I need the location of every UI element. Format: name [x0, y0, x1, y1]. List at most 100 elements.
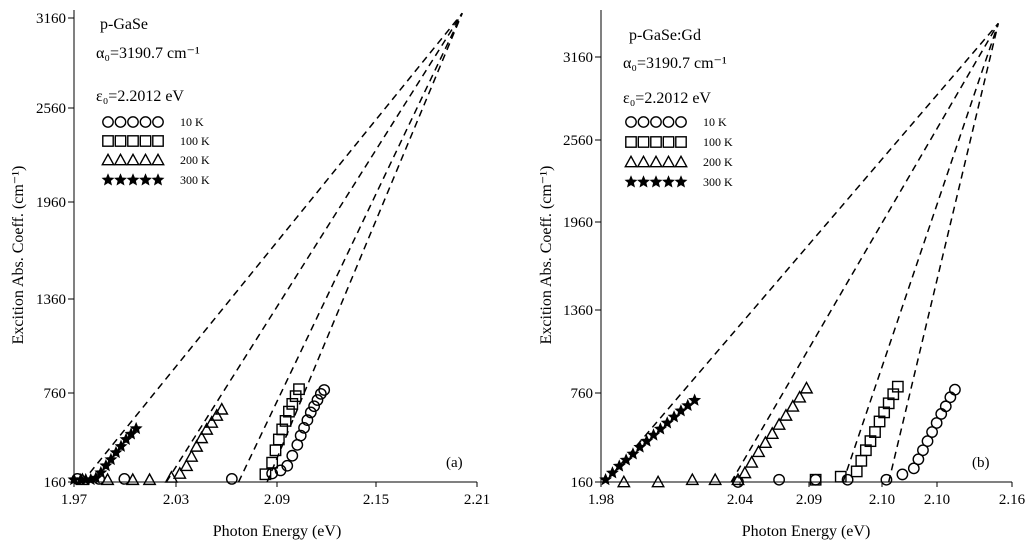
- data-point-triangle: [785, 399, 800, 412]
- fit-line-300k: [604, 22, 999, 483]
- data-point-circle: [298, 421, 310, 434]
- panel-b-x-label: Photon Energy (eV): [742, 523, 871, 540]
- panel-b-label: (b): [972, 455, 990, 471]
- data-point-circle: [880, 473, 893, 486]
- y-tick-label: 1960: [36, 195, 66, 211]
- y-tick-label: 1360: [36, 292, 66, 308]
- fit-line-300k: [81, 12, 463, 483]
- legend-label: 100 K: [703, 135, 733, 149]
- legend-label: 200 K: [180, 153, 210, 167]
- x-tick-label: 2.03: [163, 492, 189, 508]
- data-point-triangle: [189, 439, 204, 452]
- legend-marker-square: [127, 135, 139, 147]
- data-point-triangle: [751, 444, 766, 458]
- panel-b-y-ticks: 160 760 1360 1960 2560 3160: [563, 50, 601, 491]
- data-point-triangle: [765, 426, 780, 439]
- legend-marker-circle: [650, 116, 662, 128]
- data-point-circle: [281, 459, 294, 472]
- data-point-circle: [318, 384, 331, 396]
- legend-marker-circle: [625, 116, 637, 128]
- x-tick-label: 2.04: [727, 492, 754, 508]
- legend-label: 10 K: [703, 115, 727, 129]
- legend-marker-triangle: [113, 152, 128, 166]
- legend-label: 300 K: [703, 175, 733, 189]
- legend-marker-star: [674, 175, 688, 188]
- data-point-circle: [841, 473, 854, 486]
- legend-marker-star: [101, 173, 115, 186]
- data-point-triangle: [142, 472, 157, 486]
- panel-a-y-ticks: 160 760 1360 1960 2560 3160: [36, 11, 74, 491]
- legend-marker-star: [126, 173, 140, 186]
- data-point-triangle: [799, 381, 814, 394]
- x-tick-label: 2.09: [796, 492, 822, 508]
- data-point-circle: [939, 400, 952, 413]
- data-point-triangle: [731, 472, 745, 486]
- legend-marker-circle: [637, 116, 650, 128]
- data-point-circle: [907, 462, 920, 475]
- panel-a-y-label: Excition Abs. Coeff. (cm⁻¹): [10, 166, 27, 345]
- data-point-triangle: [616, 474, 631, 488]
- data-point-circle: [286, 449, 299, 462]
- data-point-square: [855, 454, 868, 467]
- data-point-circle: [930, 417, 943, 429]
- panel-b-x-ticks: 1.98 2.04 2.09 2.10 2.10 2.16: [588, 482, 1026, 508]
- data-point-triangle: [172, 466, 187, 479]
- data-point-square: [834, 470, 847, 483]
- data-point-triangle: [184, 449, 199, 462]
- legend-marker-triangle: [674, 154, 688, 168]
- data-point-triangle: [179, 458, 194, 472]
- data-point-square: [891, 380, 904, 393]
- data-point-circle: [314, 387, 327, 400]
- fit-line-200k: [730, 22, 999, 483]
- panel-a-fit-lines: [81, 12, 463, 483]
- y-tick-label: 160: [571, 475, 594, 491]
- legend-marker-square: [114, 135, 127, 147]
- panel-b-fit-lines: [604, 22, 1000, 483]
- data-point-square: [279, 415, 292, 427]
- data-point-triangle: [758, 435, 773, 449]
- y-tick-label: 2560: [36, 101, 66, 117]
- panel-a-legend: 10 K 100 K 200 K 300 K: [101, 115, 210, 187]
- data-point-circle: [921, 435, 934, 448]
- data-point-circle: [912, 453, 925, 466]
- data-point-triangle: [744, 455, 759, 468]
- data-point-triangle: [792, 390, 807, 403]
- panel-a-axes: [73, 10, 477, 483]
- data-point-circle: [311, 394, 324, 406]
- data-point-circle: [304, 406, 317, 419]
- y-tick-label: 160: [44, 475, 67, 491]
- panel-b-alpha0: α₀=3190.7 cm⁻¹: [623, 55, 727, 72]
- legend-marker-triangle: [138, 152, 153, 166]
- legend-marker-square: [662, 136, 675, 148]
- legend-label: 10 K: [180, 115, 204, 129]
- data-point-star: [605, 466, 619, 479]
- fit-line-100k: [237, 12, 463, 483]
- data-point-triangle: [779, 408, 793, 421]
- data-point-circle: [809, 473, 822, 486]
- data-point-circle: [773, 473, 785, 486]
- data-point-star: [626, 447, 640, 460]
- data-point-star: [129, 421, 143, 435]
- data-point-star: [688, 393, 702, 406]
- legend-marker-square: [139, 135, 152, 147]
- fit-line-10k: [887, 23, 1000, 483]
- panel-b-axes: [600, 10, 1012, 483]
- y-tick-label: 3160: [563, 50, 593, 66]
- data-point-circle: [926, 426, 938, 438]
- data-point-circle: [944, 391, 957, 404]
- x-tick-label: 2.09: [264, 492, 290, 508]
- data-point-star: [104, 452, 118, 466]
- panel-b-eps0: ε₀=2.2012 eV: [623, 90, 711, 107]
- legend-marker-square: [625, 136, 637, 148]
- y-tick-label: 1360: [563, 303, 593, 319]
- legend-label: 200 K: [703, 155, 733, 169]
- panel-b: 160 760 1360 1960 2560 3160 1.98 2.04 2.09 2.10 2…: [538, 10, 1026, 540]
- fit-line-100k: [842, 23, 1000, 483]
- legend-marker-circle: [662, 116, 675, 128]
- data-point-square: [259, 468, 272, 481]
- data-point-triangle: [209, 408, 224, 421]
- panel-a-eps0: ε₀=2.2012 eV: [96, 88, 184, 105]
- x-tick-label: 1.97: [61, 492, 88, 508]
- data-point-square: [289, 390, 302, 403]
- panel-a-x-ticks: 1.97 2.03 2.09 2.15 2.21: [61, 482, 490, 508]
